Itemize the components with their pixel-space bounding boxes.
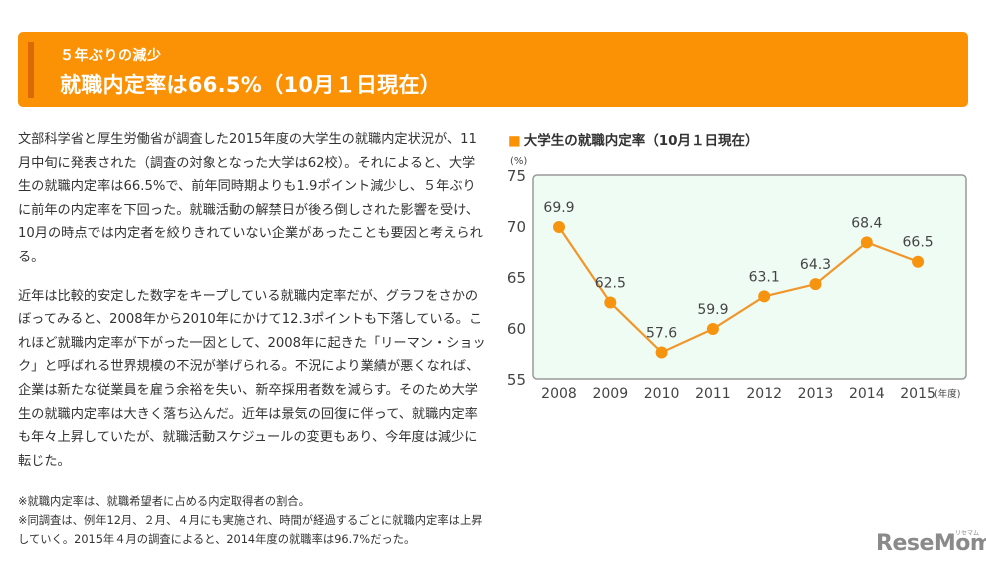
y-tick-label: 70 (507, 218, 526, 236)
data-label: 63.1 (749, 269, 780, 285)
data-point (655, 346, 668, 359)
x-tick-label: 2014 (849, 386, 885, 402)
chart-title-text: 大学生の就職内定率（10月１日現在） (523, 133, 759, 149)
data-label: 64.3 (800, 257, 831, 273)
data-label: 69.9 (543, 200, 574, 216)
y-tick-label: 75 (507, 167, 526, 185)
data-label: 59.9 (697, 302, 728, 318)
data-line (558, 226, 919, 354)
line-chart: 55 60 65 70 75(%) 2008 2009 2010 2011 2012 2013 201… (507, 156, 967, 402)
y-tick-label: 65 (507, 269, 526, 287)
data-label: 57.6 (646, 325, 677, 341)
data-point (809, 278, 822, 291)
banner-subtitle: ５年ぶりの減少 (60, 48, 162, 64)
x-tick-label: 2008 (541, 386, 577, 402)
data-label: 62.5 (595, 276, 626, 292)
x-tick-label: 2013 (798, 386, 834, 402)
x-axis-unit: (年度) (934, 388, 960, 400)
data-point (860, 236, 873, 249)
data-point (758, 290, 771, 303)
resemom-logo: ReseMom (876, 531, 986, 556)
article-paragraph: 近年は比較的安定した数字をキープしている就職内定率だが、グラフをさかのぼってみる… (18, 288, 486, 469)
article-paragraph: 文部科学省と厚生労働省が調査した2015年度の大学生の就職内定状況が、11月中旬… (18, 132, 483, 265)
data-point (553, 221, 565, 234)
data-point (912, 255, 925, 268)
x-tick-label: 2015 (900, 386, 936, 402)
y-axis-unit: (%) (510, 156, 527, 167)
banner-title: 就職内定率は66.5%（10月１日現在） (60, 73, 442, 97)
data-label: 68.4 (851, 215, 882, 231)
data-label: 66.5 (903, 235, 934, 251)
chart-title: ■ 大学生の就職内定率（10月１日現在） (508, 129, 759, 149)
x-tick-label: 2012 (746, 386, 782, 402)
banner-accent-bar (28, 42, 34, 98)
resemom-logo-kana: リセマム (955, 530, 980, 537)
note: ※同調査は、例年12月、２月、４月にも実施され、時間が経過するごとに就職内定率は… (18, 514, 483, 546)
data-point (604, 296, 617, 309)
y-tick-label: 60 (507, 320, 526, 338)
note: ※就職内定率は、就職希望者に占める内定取得者の割合。 (18, 495, 310, 508)
article-notes: ※就職内定率は、就職希望者に占める内定取得者の割合。 ※同調査は、例年12月、２… (18, 492, 488, 549)
headline-banner: ５年ぶりの減少 就職内定率は66.5%（10月１日現在） (18, 32, 968, 107)
article-body: 文部科学省と厚生労働省が調査した2015年度の大学生の就職内定状況が、11月中旬… (18, 128, 488, 488)
x-tick-label: 2011 (695, 386, 731, 402)
plot-area (532, 174, 967, 380)
square-bullet-icon: ■ (508, 133, 521, 149)
data-point (706, 323, 719, 336)
x-tick-label: 2009 (592, 386, 628, 402)
x-tick-label: 2010 (644, 386, 680, 402)
y-tick-label: 55 (507, 371, 526, 389)
